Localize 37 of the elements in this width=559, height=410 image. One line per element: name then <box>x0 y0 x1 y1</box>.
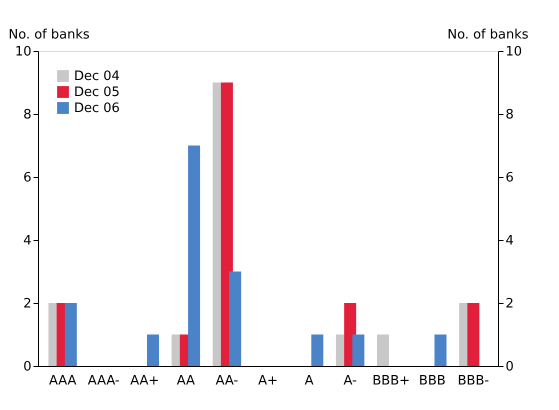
y2-tick-label: 0 <box>506 360 514 374</box>
y-tick-label: 8 <box>23 108 32 122</box>
y2-tick-label: 2 <box>506 296 514 312</box>
y-tick-label: 6 <box>23 170 32 186</box>
bar <box>147 334 159 366</box>
legend-label: Dec 06 <box>74 101 120 116</box>
x-tick-label: AAA- <box>88 374 120 388</box>
bar <box>311 334 324 366</box>
bar <box>64 303 77 366</box>
x-tick-label: AA+ <box>130 374 160 388</box>
y-tick-label: 10 <box>14 44 32 60</box>
y2-tick-label: 6 <box>506 170 514 186</box>
x-tick-label: AAA <box>48 374 76 388</box>
x-tick-label: AA <box>176 374 196 388</box>
y2-tick-label: 8 <box>506 108 514 122</box>
bar <box>229 272 242 366</box>
legend-label: Dec 04 <box>74 69 120 84</box>
y2-tick-label: 4 <box>506 234 514 248</box>
legend-label: Dec 05 <box>74 85 120 100</box>
y-axis-title: No. of banks <box>8 28 90 42</box>
x-tick-label: A+ <box>258 374 278 388</box>
y-tick-label: 4 <box>23 234 32 248</box>
x-tick-label: BBB+ <box>372 374 410 388</box>
y-tick-label: 0 <box>23 360 32 374</box>
bar <box>377 334 389 366</box>
x-tick-label: BBB- <box>458 374 490 388</box>
bar <box>434 334 446 366</box>
bar <box>467 303 480 366</box>
x-tick-label: A- <box>343 374 358 388</box>
bar <box>352 334 364 366</box>
y2-axis-title: No. of banks <box>447 28 529 42</box>
x-tick-label: BBB <box>418 374 446 388</box>
x-tick-label: A <box>304 374 314 388</box>
bar <box>188 146 200 366</box>
y-tick-label: 2 <box>23 296 32 312</box>
y2-tick-label: 10 <box>506 44 522 60</box>
x-tick-label: AA- <box>216 374 239 388</box>
